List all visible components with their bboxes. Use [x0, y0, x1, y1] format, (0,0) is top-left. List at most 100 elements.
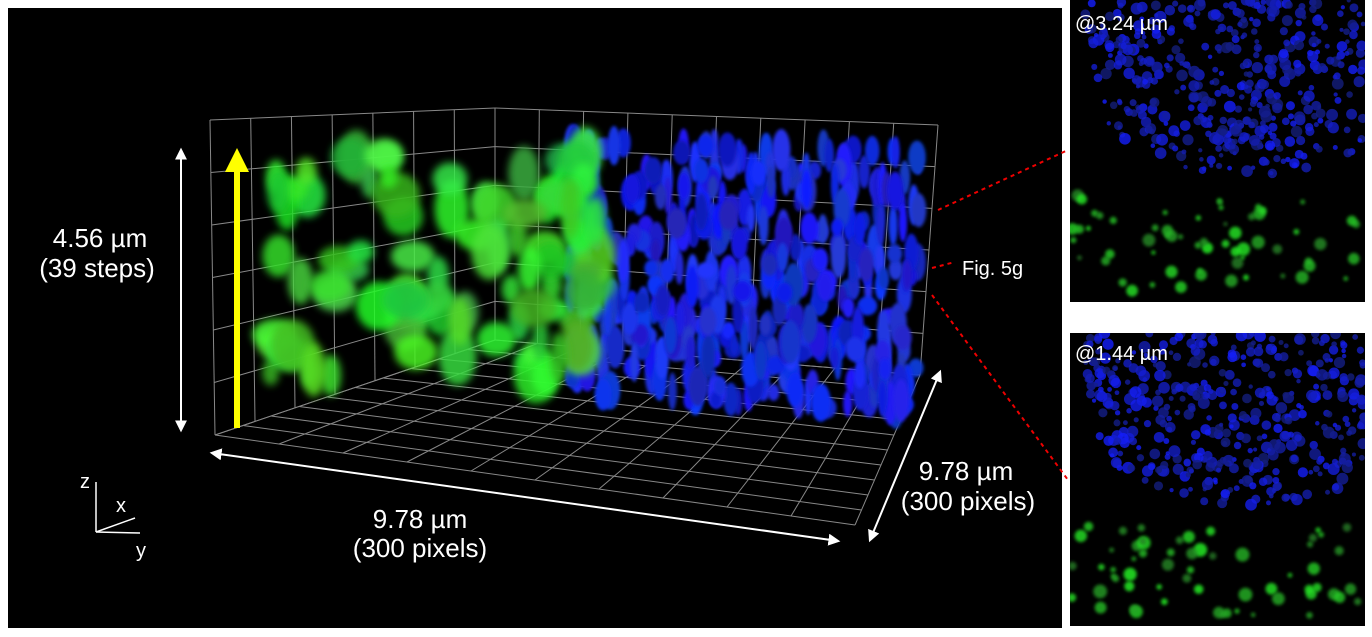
speckle: [1239, 94, 1245, 100]
speckle: [1095, 602, 1107, 614]
speckle: [1187, 65, 1192, 70]
figure-ref: Fig. 5g: [962, 258, 1023, 280]
speckle: [1112, 365, 1118, 371]
speckle: [1202, 479, 1213, 490]
speckle: [1215, 29, 1221, 35]
speckle: [1223, 222, 1227, 226]
axis-y: y: [136, 540, 146, 562]
speckle: [1334, 92, 1338, 96]
speckle: [1282, 117, 1290, 125]
speckle: [1260, 80, 1269, 89]
speckle: [1312, 337, 1319, 344]
speckle: [1332, 483, 1339, 490]
speckle: [1250, 408, 1261, 419]
speckle: [1269, 439, 1281, 451]
speckle: [1216, 468, 1221, 473]
blob: [732, 228, 748, 260]
speckle: [1333, 423, 1338, 428]
blob: [781, 320, 801, 363]
blob: [678, 172, 690, 199]
speckle: [1114, 419, 1121, 426]
speckle: [1176, 536, 1184, 544]
blob: [634, 292, 650, 313]
speckle: [1172, 145, 1178, 151]
speckle: [1328, 122, 1339, 133]
speckle: [1197, 268, 1202, 273]
speckle: [1316, 39, 1321, 44]
speckle: [1344, 126, 1351, 133]
blob: [776, 283, 792, 303]
blob: [394, 334, 437, 369]
blob: [817, 273, 832, 301]
width-pixels: (300 pixels): [353, 533, 487, 563]
speckle: [1206, 527, 1215, 536]
speckle: [1333, 75, 1338, 80]
speckle: [1131, 556, 1136, 561]
slice-image: [1067, 0, 1369, 302]
blob: [911, 193, 926, 227]
speckle: [1268, 169, 1277, 178]
speckle: [1110, 453, 1114, 457]
blob: [768, 384, 780, 401]
depth-label: 9.78 µm: [919, 456, 1013, 486]
speckle: [1251, 613, 1256, 618]
speckle: [1259, 134, 1265, 140]
width-label: 9.78 µm: [373, 504, 467, 534]
speckle: [1338, 434, 1344, 440]
speckle: [1103, 367, 1111, 375]
speckle: [1294, 434, 1301, 441]
speckle: [1200, 238, 1208, 246]
speckle: [1219, 153, 1224, 158]
speckle: [1098, 564, 1105, 571]
speckle: [1230, 389, 1237, 396]
blob: [644, 157, 662, 184]
speckle: [1352, 408, 1356, 412]
blob: [831, 219, 844, 237]
speckle: [1211, 9, 1221, 19]
speckle: [1162, 111, 1170, 119]
speckle: [1279, 49, 1288, 58]
speckle: [1202, 362, 1208, 368]
speckle: [1249, 482, 1256, 489]
speckle: [1173, 353, 1181, 361]
speckle: [1172, 1, 1178, 7]
speckle: [1273, 477, 1280, 484]
speckle: [1149, 449, 1160, 460]
speckle: [1118, 278, 1126, 286]
speckle: [1086, 389, 1095, 398]
speckle: [1335, 97, 1342, 104]
speckle: [1145, 330, 1153, 338]
blob: [812, 248, 828, 271]
speckle: [1291, 455, 1298, 462]
speckle: [1152, 396, 1163, 407]
speckle: [1285, 1, 1293, 9]
speckle: [1098, 408, 1107, 417]
speckle: [1335, 546, 1344, 555]
blob: [755, 341, 767, 380]
blob: [878, 267, 889, 289]
speckle: [1301, 163, 1311, 173]
speckle: [1298, 350, 1304, 356]
speckle: [1215, 145, 1222, 152]
speckle: [1229, 227, 1242, 240]
speckle: [1257, 344, 1262, 349]
blob: [760, 314, 771, 335]
speckle: [1283, 39, 1290, 46]
blob: [777, 243, 788, 272]
speckle: [1246, 347, 1255, 356]
blob: [625, 174, 639, 204]
speckle: [1272, 346, 1277, 351]
speckle: [1151, 250, 1155, 254]
speckle: [1107, 387, 1112, 392]
speckle: [1219, 402, 1227, 410]
speckle: [1310, 441, 1318, 449]
speckle: [1356, 49, 1365, 58]
speckle: [1142, 35, 1147, 40]
speckle: [1267, 395, 1278, 406]
speckle: [1223, 2, 1229, 8]
speckle: [1309, 85, 1315, 91]
speckle: [1229, 144, 1239, 154]
speckle: [1130, 109, 1138, 117]
speckle: [1334, 592, 1345, 603]
speckle: [1267, 13, 1275, 21]
